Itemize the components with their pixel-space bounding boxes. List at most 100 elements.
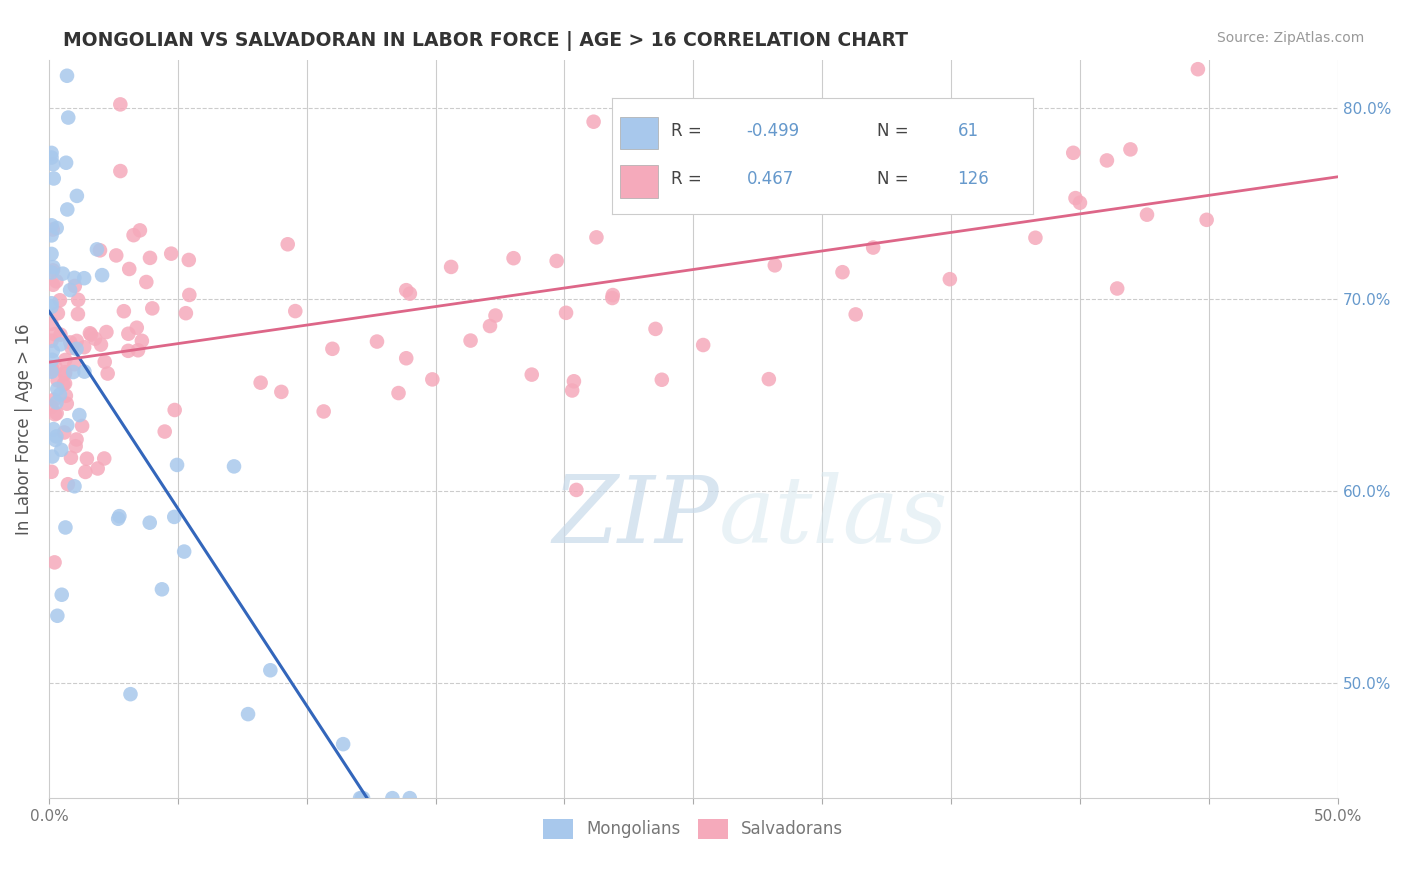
Point (1069, 195, 1091, 210)
Point (56, 69, 79, 83)
Point (692, 338, 714, 352)
Point (546, 254, 568, 268)
Point (42, 171, 65, 186)
Point (561, 384, 583, 398)
Point (565, 483, 588, 497)
Point (49, 387, 72, 401)
Point (1195, 212, 1218, 227)
Point (79, 326, 101, 341)
Text: MONGOLIAN VS SALVADORAN IN LABOR FORCE | AGE > 16 CORRELATION CHART: MONGOLIAN VS SALVADORAN IN LABOR FORCE |… (63, 31, 908, 51)
Point (73, 365, 96, 379)
Point (366, 334, 388, 349)
Point (41, 219, 63, 233)
Point (58, 111, 80, 125)
Point (51, 442, 73, 457)
Point (118, 262, 141, 277)
Point (45, 429, 67, 443)
Point (602, 288, 624, 302)
Point (381, 791, 404, 805)
Point (42, 422, 65, 436)
Point (105, 248, 128, 262)
Point (139, 251, 162, 265)
Point (41, 361, 63, 376)
Point (41, 151, 63, 165)
Point (651, 373, 673, 387)
Point (86, 243, 108, 257)
Y-axis label: In Labor Force | Age > 16: In Labor Force | Age > 16 (15, 323, 32, 534)
Point (53, 365, 76, 379)
Point (862, 241, 884, 255)
Point (65, 342, 87, 356)
Legend: Mongolians, Salvadorans: Mongolians, Salvadorans (537, 813, 849, 846)
Point (70, 419, 93, 434)
Point (236, 707, 259, 722)
Point (46, 373, 69, 387)
Point (600, 291, 623, 305)
Point (42, 344, 65, 359)
Point (73, 271, 96, 285)
Point (352, 791, 374, 805)
Point (129, 223, 152, 237)
Point (86, 461, 108, 475)
Point (1064, 191, 1087, 205)
Point (60, 341, 83, 355)
Point (138, 516, 160, 530)
Point (150, 582, 173, 597)
Point (845, 307, 868, 321)
Text: ZIP: ZIP (553, 473, 718, 563)
Point (41, 300, 63, 314)
Point (41, 465, 63, 479)
Point (56, 477, 79, 491)
Point (122, 228, 145, 243)
Point (107, 512, 129, 526)
FancyBboxPatch shape (620, 165, 658, 198)
Point (110, 97, 132, 112)
Point (46, 306, 69, 320)
Point (387, 386, 409, 401)
Point (52, 267, 75, 281)
Point (174, 306, 197, 320)
Point (479, 318, 502, 333)
Point (91, 268, 114, 282)
Point (1024, 231, 1046, 245)
Point (1119, 142, 1142, 156)
Point (312, 404, 335, 418)
Point (55, 155, 77, 169)
Point (321, 342, 343, 356)
Point (42, 392, 65, 407)
Point (1107, 281, 1129, 295)
Point (166, 458, 188, 472)
Point (758, 372, 780, 386)
Point (484, 309, 506, 323)
Point (41, 266, 63, 280)
Point (502, 251, 524, 265)
Point (349, 791, 371, 805)
FancyBboxPatch shape (620, 117, 658, 149)
Point (127, 343, 149, 358)
Point (585, 230, 607, 244)
Point (135, 275, 157, 289)
Point (520, 368, 543, 382)
Point (42, 222, 65, 236)
Point (59, 283, 82, 297)
Point (160, 246, 183, 260)
Point (350, 791, 373, 805)
Point (63, 357, 86, 371)
Point (270, 384, 292, 399)
Point (398, 791, 420, 805)
Point (44, 407, 66, 421)
Point (120, 687, 142, 701)
Point (44, 555, 66, 569)
Point (65, 439, 87, 453)
Point (93, 451, 115, 466)
Point (45, 395, 67, 409)
Point (42, 277, 65, 292)
Text: N =: N = (877, 170, 908, 188)
Point (45, 221, 67, 235)
Point (284, 304, 307, 318)
Point (41, 450, 63, 464)
Point (59, 450, 82, 465)
Point (44, 327, 66, 342)
Point (117, 326, 139, 341)
Point (42, 157, 65, 171)
